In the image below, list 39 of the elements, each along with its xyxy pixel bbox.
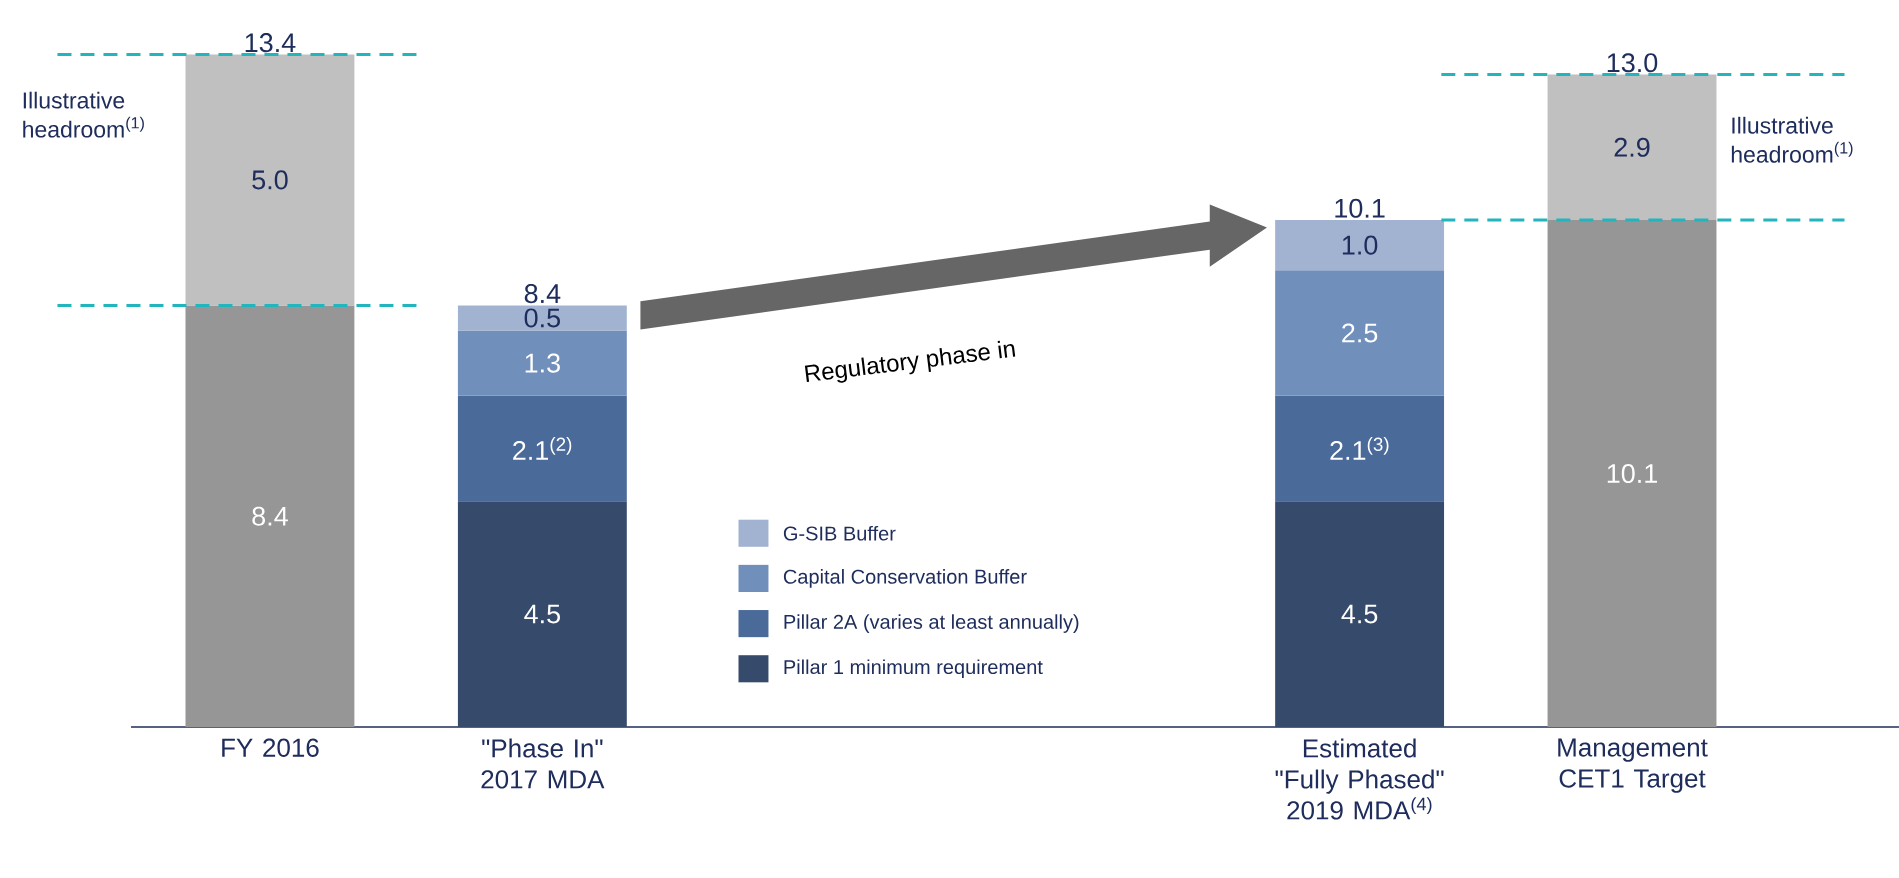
data-label: 4.5 xyxy=(524,604,560,624)
bar xyxy=(1275,270,1445,396)
bar xyxy=(1547,74,1717,221)
bar xyxy=(457,395,627,502)
bar xyxy=(1275,501,1445,727)
bar xyxy=(1547,220,1717,727)
data-label: 0.5 xyxy=(524,308,560,328)
bar xyxy=(457,330,627,396)
bar xyxy=(457,501,627,727)
bar xyxy=(185,54,355,306)
data-label: 10.1 xyxy=(1607,463,1657,484)
bar xyxy=(185,305,355,727)
total-label: 13.0 xyxy=(1607,53,1658,73)
legend-label: Capital Conservation Buffer xyxy=(783,569,1027,588)
annotation: Illustrative headroom$^{(1)}$ xyxy=(23,91,144,138)
data-label: 2.1$^{(2)}$ xyxy=(513,437,572,460)
legend-label: Pillar 2A (varies at least annually) xyxy=(784,614,1079,633)
total-label: 8.4 xyxy=(524,284,561,304)
bar xyxy=(457,305,627,331)
bar xyxy=(1275,395,1445,502)
x-tick-label: "Phase In" 2017 MDA xyxy=(481,738,605,789)
total-label: 10.1 xyxy=(1335,198,1385,218)
data-label: 4.5 xyxy=(1341,604,1378,624)
x-tick-label: FY 2016 xyxy=(222,738,319,757)
data-label: 2.5 xyxy=(1342,323,1378,343)
x-tick-label: Estimated "Fully Phased" 2019 MDA$^{(4)}$ xyxy=(1275,738,1444,820)
data-label: 2.1$^{(3)}$ xyxy=(1330,437,1389,460)
legend-label: Pillar 1 minimum requirement xyxy=(784,659,1043,679)
x-tick-label: Management CET1 Target xyxy=(1558,738,1708,793)
legend-label: G-SIB Buffer xyxy=(783,525,896,541)
total-label: 13.4 xyxy=(245,33,296,53)
data-label: 1.0 xyxy=(1342,235,1378,255)
annotation: Regulatory phase in xyxy=(804,340,1016,383)
data-label: 5.0 xyxy=(252,170,288,190)
bar xyxy=(1275,220,1445,271)
data-label: 2.9 xyxy=(1614,137,1650,157)
data-label: 8.4 xyxy=(252,506,288,526)
annotation: Illustrative headroom$^{(1)}$ xyxy=(1731,116,1853,163)
data-label: 1.3 xyxy=(525,353,560,373)
